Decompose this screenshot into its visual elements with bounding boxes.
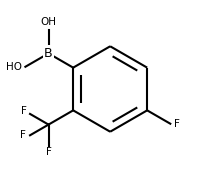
Text: OH: OH [41,17,57,27]
Text: F: F [21,106,27,116]
Text: F: F [46,147,52,157]
Text: F: F [174,119,180,129]
Text: B: B [44,47,53,60]
Text: HO: HO [6,62,22,72]
Text: F: F [20,130,26,140]
